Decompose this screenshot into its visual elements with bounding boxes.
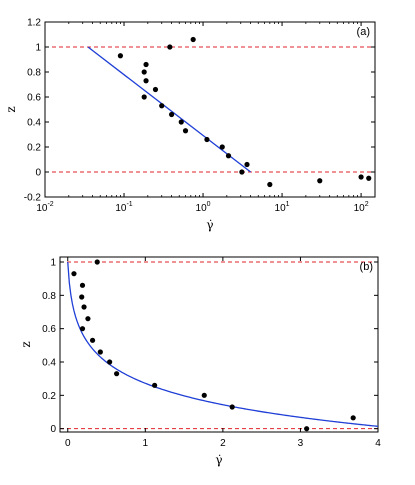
y-axis-label: z [4, 106, 18, 112]
x-tick-exponent: 1 [286, 201, 290, 208]
data-point [152, 382, 158, 388]
x-tick-label: 101 [275, 201, 290, 214]
reference-lines [45, 46, 375, 173]
reference-lines [60, 261, 378, 430]
y-ticks: -0.2 0 0.2 0.4 0.6 0.8 1 1.2 [24, 18, 375, 204]
y-tick-label: 0.2 [42, 391, 56, 402]
plot-frame [44, 21, 376, 198]
y-tick-label: 1 [50, 258, 56, 269]
y-tick-label: 0 [35, 168, 41, 179]
data-point [229, 404, 235, 410]
y-tick-label: 1.2 [27, 18, 41, 29]
x-tick-label: 4 [375, 438, 381, 449]
data-point [71, 271, 77, 277]
panel-a: 10-2 10-1 100 101 102 -0.200.20.40.60.811.2 … [4, 18, 376, 232]
y-axis-label: z [19, 341, 33, 347]
data-point [94, 259, 100, 265]
data-point [143, 61, 149, 68]
data-point [225, 153, 232, 159]
x-tick-label: 100 [196, 201, 211, 214]
y-tick-label: 0.4 [27, 118, 41, 129]
data-point [167, 44, 173, 50]
data-point [304, 426, 310, 432]
y-tick-label: 1 [35, 43, 41, 54]
data-point [190, 36, 196, 43]
data-points [117, 36, 372, 188]
x-tick-label: 2 [220, 438, 226, 449]
y-tick-label: 0.2 [27, 143, 41, 154]
y-tick-label: 0 [50, 424, 56, 435]
x-tick-exponent: 0 [207, 201, 211, 208]
fit-curve-path [87, 46, 252, 173]
data-point [366, 175, 372, 181]
data-point [117, 53, 124, 59]
data-points [71, 259, 356, 432]
data-point [141, 69, 147, 75]
data-point [89, 337, 96, 343]
data-point [141, 94, 147, 100]
data-point [178, 119, 184, 125]
data-point [85, 316, 91, 322]
y-tick-label: -0.2 [24, 193, 42, 204]
x-tick-exponent: 2 [365, 201, 369, 208]
x-ticks: 10-2 10-1 100 101 102 [36, 22, 369, 214]
y-tick-label: 0.8 [42, 291, 56, 302]
data-point [239, 169, 245, 175]
panel-b: 0 1 2 3 4 0 0.2 0.4 0.6 0.8 1 (b) γ̇ z [19, 256, 381, 467]
y-tick-label: 0.6 [42, 324, 56, 335]
data-point [107, 359, 113, 365]
data-point [182, 128, 189, 134]
data-point [201, 392, 207, 398]
data-point [358, 174, 364, 180]
x-tick-exponent: -1 [126, 201, 132, 208]
x-tick-label: 1 [143, 438, 149, 449]
x-axis-label: γ̇ [215, 453, 222, 467]
data-point [81, 304, 87, 310]
data-point [152, 86, 159, 93]
y-tick-label: 0.8 [27, 68, 41, 79]
data-point [79, 282, 86, 288]
x-axis-label: γ̇ [206, 218, 213, 232]
data-point [79, 326, 86, 332]
data-point [267, 181, 273, 188]
data-point [114, 371, 120, 377]
data-point [79, 294, 85, 300]
y-tick-label: 0.4 [42, 358, 56, 369]
x-ticks: 0 1 2 3 4 [65, 257, 381, 449]
fit-curve-path [67, 261, 379, 427]
x-tick-label: 10-1 [115, 201, 132, 214]
x-tick-label: 3 [298, 438, 304, 449]
x-tick-label: 102 [354, 201, 369, 214]
y-tick-label: 0.6 [27, 93, 41, 104]
x-tick-label: 0 [65, 438, 71, 449]
data-point [219, 144, 225, 150]
plot-frame [59, 256, 379, 433]
data-point [168, 111, 175, 118]
panel-label: (a) [357, 26, 370, 38]
y-ticks: 0 0.2 0.4 0.6 0.8 1 [42, 258, 378, 435]
data-point [244, 161, 250, 168]
data-point [350, 415, 356, 421]
data-point [97, 349, 103, 355]
data-point [204, 136, 210, 143]
data-point [159, 103, 165, 109]
x-tick-exponent: -2 [47, 201, 53, 208]
panel-label: (b) [360, 261, 373, 273]
data-point [317, 178, 323, 184]
fit-line [87, 46, 252, 173]
fit-curve [67, 261, 379, 427]
data-point [143, 78, 149, 84]
